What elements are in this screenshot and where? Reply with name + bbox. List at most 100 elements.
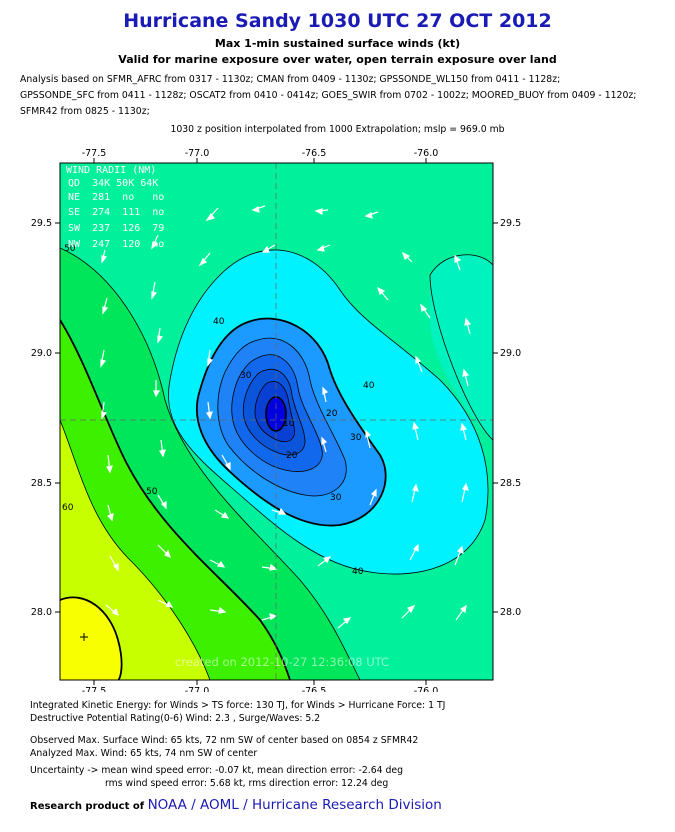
wind-band-east — [430, 254, 493, 440]
research-org-link[interactable]: NOAA / AOML / Hurricane Research Divisio… — [147, 797, 442, 813]
max-wind-marker — [80, 633, 88, 641]
wind-arrow — [207, 349, 214, 367]
wind-arrow — [153, 380, 161, 398]
wind-arrow — [454, 254, 462, 271]
wind-radii-header: QD 34K 50K 64K — [68, 178, 158, 189]
creation-watermark: created on 2012-10-27 12:36:08 UTC — [175, 655, 389, 669]
wind-arrow — [369, 488, 377, 506]
wind-arrow — [454, 545, 464, 566]
wind-arrow — [364, 211, 379, 219]
wind-arrow — [106, 454, 113, 474]
wind-radii-row-se: SE 274 111 no — [68, 207, 164, 218]
wind-radii-table: WIND RADII (NM) QD 34K 50K 64K NE 281 no… — [66, 165, 164, 250]
map-frame-ticks — [55, 158, 498, 685]
wind-arrow — [102, 297, 109, 315]
contour-label-50-b: 50 — [146, 487, 158, 497]
contour-label-30-b: 30 — [330, 493, 342, 503]
wind-arrow — [411, 483, 419, 503]
wind-arrow — [337, 617, 352, 629]
wind-arrow — [105, 604, 119, 617]
wind-arrow — [101, 401, 108, 420]
y-tick-label-left-1: 29.5 — [31, 218, 52, 229]
wind-arrow — [251, 205, 266, 213]
analysis-sources: Analysis based on SFMR_AFRC from 0317 - … — [20, 72, 670, 120]
x-tick-label-bottom-4: -76.0 — [414, 686, 439, 692]
map-title: Hurricane Sandy 1030 UTC 27 OCT 2012 — [123, 10, 552, 32]
wind-arrow — [322, 386, 329, 403]
center-crosshair — [60, 163, 493, 680]
contour-label-10-a: 10 — [283, 419, 295, 429]
wind-arrow — [460, 422, 468, 441]
wind-map: -77.5 -77.0 -76.5 -76.0 -77.5 -77.0 -76.… — [31, 148, 521, 692]
wind-arrow — [314, 208, 329, 215]
uncertainty-line-2: rms wind speed error: 5.68 kt, rms direc… — [105, 778, 389, 789]
map-subtitle-validity: Valid for marine exposure over water, op… — [118, 53, 557, 66]
wind-radii-row-ne: NE 281 no no — [68, 192, 164, 203]
wind-arrow — [206, 401, 213, 420]
uncertainty-section: Uncertainty -> mean wind speed error: -0… — [30, 764, 403, 790]
wind-arrow — [157, 599, 174, 608]
wind-arrow — [101, 249, 108, 264]
contour-label-60: 60 — [62, 503, 74, 513]
wind-arrow — [109, 555, 119, 572]
contour-label-50-a: 50 — [64, 244, 76, 254]
ike-section: Integrated Kinetic Energy: for Winds > T… — [30, 699, 445, 725]
y-tick-label-right-4: 28.0 — [500, 607, 521, 618]
contour-label-20-a: 20 — [286, 451, 298, 461]
research-credit: Research product of NOAA / AOML / Hurric… — [30, 797, 442, 813]
analysis-line-3: SFMR42 from 0825 - 1130z; — [20, 106, 150, 117]
wind-arrow — [198, 252, 211, 267]
ike-line: Integrated Kinetic Energy: for Winds > T… — [30, 700, 446, 711]
contour-label-40-c: 40 — [352, 567, 364, 577]
contour-label-40-b: 40 — [363, 381, 375, 391]
analysis-line-2: GPSSONDE_SFC from 0411 - 1128z; OSCAT2 f… — [20, 90, 637, 101]
map-subtitle-variable: Max 1-min sustained surface winds (kt) — [214, 37, 461, 50]
y-tick-label-right-3: 28.5 — [500, 478, 521, 489]
contour-label-40-a: 40 — [213, 317, 225, 327]
wind-arrow — [157, 494, 167, 510]
y-tick-label-left-3: 28.5 — [31, 478, 52, 489]
y-tick-label-left-2: 29.0 — [31, 348, 52, 359]
wind-arrow — [221, 454, 231, 471]
observed-max-wind-line: Observed Max. Surface Wind: 65 kts, 72 n… — [30, 735, 419, 746]
wind-arrow — [151, 234, 159, 250]
map-frame — [59, 162, 494, 681]
wind-arrow — [461, 482, 469, 503]
x-tick-label-bottom-3: -76.5 — [302, 686, 327, 692]
y-tick-label-right-1: 29.5 — [500, 218, 521, 229]
wind-arrow — [317, 556, 332, 567]
x-tick-label-top-3: -76.5 — [302, 148, 327, 159]
map-axis-labels: -77.5 -77.0 -76.5 -76.0 -77.5 -77.0 -76.… — [31, 148, 521, 692]
wind-arrow — [100, 349, 107, 368]
wind-arrow — [412, 421, 420, 441]
uncertainty-line-1: Uncertainty -> mean wind speed error: -0… — [30, 765, 404, 776]
x-tick-label-bottom-2: -77.0 — [185, 686, 210, 692]
wind-arrow — [157, 544, 171, 559]
wind-arrow — [321, 436, 328, 453]
wind-arrow — [376, 286, 389, 301]
wind-arrow — [365, 429, 372, 449]
contour-label-30-a: 30 — [240, 371, 252, 381]
wind-arrow — [316, 244, 331, 252]
wind-arrow — [409, 543, 419, 561]
contour-value-labels: 40 30 20 10 30 20 40 30 40 50 60 50 — [62, 244, 375, 577]
wind-arrow — [209, 606, 227, 614]
wind-arrow — [420, 303, 431, 319]
wind-arrow — [401, 604, 416, 619]
wind-arrow — [106, 504, 114, 522]
wind-arrow — [415, 355, 423, 373]
wind-arrow — [205, 207, 219, 222]
wind-arrow — [159, 439, 166, 458]
x-tick-label-top-4: -76.0 — [414, 148, 439, 159]
contour-label-30-c: 30 — [350, 433, 362, 443]
wind-arrow — [401, 251, 413, 263]
wind-arrow — [261, 244, 276, 253]
wind-arrow — [261, 613, 278, 621]
x-tick-label-top-1: -77.5 — [82, 148, 107, 159]
wind-arrow — [464, 317, 472, 335]
wind-radii-row-nw: NW 247 120 no — [68, 239, 164, 250]
contour-label-20-b: 20 — [326, 409, 338, 419]
wind-vector-field — [100, 205, 472, 629]
wind-arrow — [214, 509, 230, 519]
research-prefix: Research product of — [30, 801, 145, 812]
